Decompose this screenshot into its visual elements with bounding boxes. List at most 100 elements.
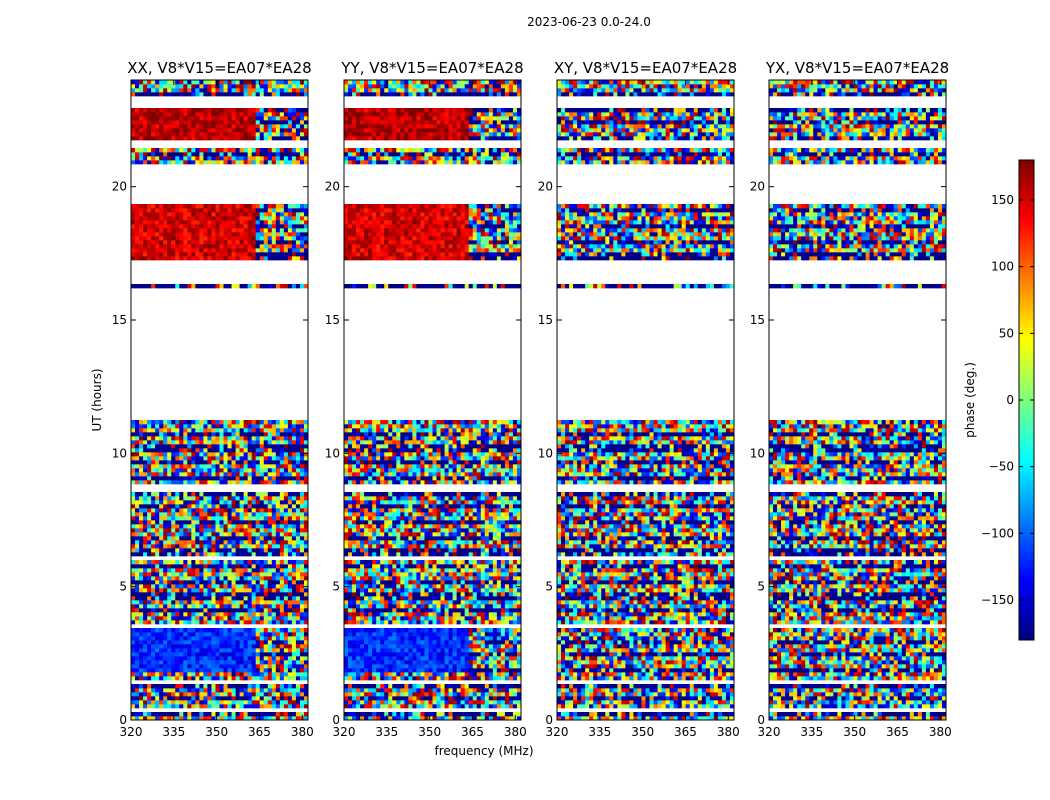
colorbar-segment (1019, 368, 1034, 373)
panel-frame (768, 79, 947, 721)
x-axis-label: frequency (MHz) (434, 744, 533, 758)
colorbar-segment (1019, 544, 1034, 549)
colorbar-segment (1019, 340, 1034, 345)
y-tick-label: 20 (325, 180, 340, 194)
colorbar-segment (1019, 236, 1034, 241)
panel-title: XX, V8*V15=EA07*EA28 (127, 59, 311, 77)
colorbar-segment (1019, 568, 1034, 573)
colorbar-segment (1019, 304, 1034, 309)
colorbar-segment (1019, 320, 1034, 325)
colorbar-segment (1019, 172, 1034, 177)
colorbar-segment (1019, 312, 1034, 317)
colorbar-segment (1019, 628, 1034, 633)
colorbar-segment (1019, 472, 1034, 477)
colorbar-segment (1019, 572, 1034, 577)
x-tick-label: 335 (162, 725, 185, 739)
colorbar-segment (1019, 272, 1034, 277)
colorbar-segment (1019, 180, 1034, 185)
colorbar-segment (1019, 616, 1034, 621)
colorbar-segment (1019, 580, 1034, 585)
panel-frame (556, 79, 735, 721)
colorbar-segment (1019, 468, 1034, 473)
colorbar-segment (1019, 636, 1034, 641)
y-axis-label: UT (hours) (90, 368, 104, 431)
colorbar-tick-label: 50 (999, 326, 1014, 340)
colorbar-segment (1019, 332, 1034, 337)
colorbar-segment (1019, 488, 1034, 493)
colorbar-segment (1019, 380, 1034, 385)
colorbar-segment (1019, 192, 1034, 197)
phase-heatmap-xy (557, 80, 735, 721)
x-tick-label: 365 (674, 725, 697, 739)
colorbar-segment (1019, 396, 1034, 401)
colorbar-segment (1019, 336, 1034, 341)
x-tick-label: 335 (375, 725, 398, 739)
colorbar-segment (1019, 412, 1034, 417)
colorbar-segment (1019, 424, 1034, 429)
colorbar-segment (1019, 584, 1034, 589)
colorbar-segment (1019, 492, 1034, 497)
x-tick-label: 350 (205, 725, 228, 739)
y-tick-label: 0 (332, 713, 340, 727)
colorbar-segment (1019, 308, 1034, 313)
colorbar-segment (1019, 624, 1034, 629)
y-tick-label: 15 (112, 313, 127, 327)
colorbar-segment (1019, 348, 1034, 353)
x-tick-label: 320 (333, 725, 356, 739)
colorbar-segment (1019, 460, 1034, 465)
colorbar-segment (1019, 632, 1034, 637)
colorbar-segment (1019, 288, 1034, 293)
colorbar-segment (1019, 548, 1034, 553)
colorbar-segment (1019, 252, 1034, 257)
panel-xx: XX, V8*V15=EA07*EA28 320 335 350 365 380 0 5 10 1… (112, 59, 314, 739)
colorbar-segment (1019, 476, 1034, 481)
x-tick-label: 380 (504, 725, 527, 739)
x-tick-label: 350 (631, 725, 654, 739)
y-tick-label: 10 (750, 446, 765, 460)
panel-title: YX, V8*V15=EA07*EA28 (765, 59, 949, 77)
y-tick-label: 15 (325, 313, 340, 327)
colorbar-segment (1019, 204, 1034, 209)
colorbar-segment (1019, 188, 1034, 193)
colorbar-segment (1019, 388, 1034, 393)
y-tick-label: 0 (545, 713, 553, 727)
panel-yx: YX, V8*V15=EA07*EA28 320 335 350 365 380 0 5 10 1… (750, 59, 952, 739)
colorbar-segment (1019, 160, 1034, 165)
y-tick-label: 5 (545, 580, 553, 594)
colorbar-segment (1019, 512, 1034, 517)
y-tick-label: 0 (119, 713, 127, 727)
colorbar-segment (1019, 256, 1034, 261)
colorbar-segment (1019, 452, 1034, 457)
colorbar-segment (1019, 384, 1034, 389)
y-tick-label: 5 (332, 580, 340, 594)
colorbar-segment (1019, 560, 1034, 565)
colorbar-segment (1019, 224, 1034, 229)
x-tick-label: 350 (843, 725, 866, 739)
panel-yy: YY, V8*V15=EA07*EA28 320 335 350 365 380 0 5 10 1… (325, 59, 527, 739)
colorbar-segment (1019, 400, 1034, 405)
colorbar: 150 100 50 0 −50 −100 −150 (981, 159, 1035, 641)
y-tick-label: 20 (538, 180, 553, 194)
panel-frame (343, 79, 522, 721)
colorbar-tick-label: −100 (981, 526, 1014, 540)
y-tick-label: 10 (112, 446, 127, 460)
colorbar-segment (1019, 212, 1034, 217)
colorbar-segment (1019, 484, 1034, 489)
panel-title: XY, V8*V15=EA07*EA28 (554, 59, 737, 77)
colorbar-segment (1019, 608, 1034, 613)
panel-frame (130, 79, 309, 721)
colorbar-segment (1019, 600, 1034, 605)
colorbar-segment (1019, 536, 1034, 541)
x-tick-label: 380 (717, 725, 740, 739)
colorbar-segment (1019, 576, 1034, 581)
colorbar-segment (1019, 496, 1034, 501)
colorbar-segment (1019, 440, 1034, 445)
panel-xy: XY, V8*V15=EA07*EA28 320 335 350 365 380 0 5 10 1… (538, 59, 740, 739)
colorbar-segment (1019, 456, 1034, 461)
colorbar-segment (1019, 328, 1034, 333)
colorbar-segment (1019, 260, 1034, 265)
phase-heatmap-xx (131, 80, 309, 721)
colorbar-segment (1019, 592, 1034, 597)
colorbar-segment (1019, 200, 1034, 205)
colorbar-segment (1019, 604, 1034, 609)
